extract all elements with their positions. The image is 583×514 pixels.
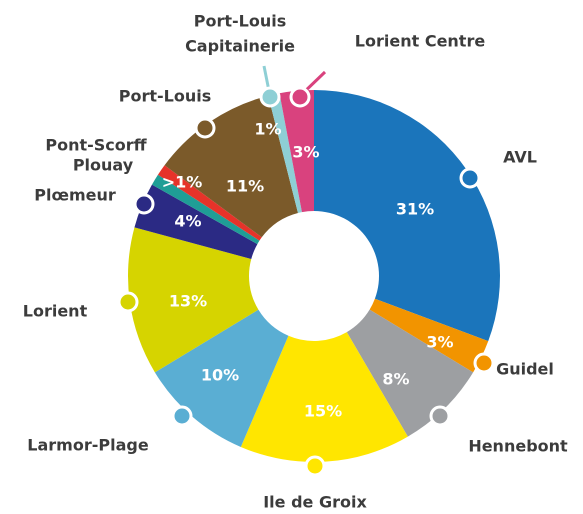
category-label: Ile de Groix <box>263 493 367 512</box>
donut-slice <box>279 90 314 213</box>
value-label: 1% <box>254 120 281 139</box>
value-label: 31% <box>396 200 434 219</box>
legend-dot <box>473 352 495 374</box>
donut-slice <box>157 165 262 241</box>
value-label: 13% <box>169 292 207 311</box>
value-label: 8% <box>382 370 409 389</box>
donut-slice <box>268 93 302 214</box>
category-label: Lorient Centre <box>355 32 486 51</box>
legend-dot <box>304 455 326 477</box>
donut-slice <box>151 174 260 245</box>
donut-slice <box>134 184 258 260</box>
value-label: >1% <box>162 173 203 192</box>
legend-dot <box>259 86 281 108</box>
category-label: Plœmeur <box>34 186 116 205</box>
value-label: 3% <box>292 143 319 162</box>
value-label: 4% <box>174 212 201 231</box>
category-label: Capitainerie <box>185 37 295 56</box>
category-label: Lorient <box>23 302 88 321</box>
donut-slice <box>369 298 489 373</box>
legend-dot <box>171 405 193 427</box>
donut-slice <box>346 309 474 437</box>
legend-dot <box>133 193 155 215</box>
donut-slice <box>314 90 500 342</box>
legend-dot <box>117 291 139 313</box>
value-label: 10% <box>201 366 239 385</box>
legend-dot <box>459 167 481 189</box>
legend-dot <box>289 86 311 108</box>
legend-dot <box>429 405 451 427</box>
legend-dot <box>194 117 216 139</box>
category-label: Pont-Scorff <box>45 136 147 155</box>
category-label: Larmor-Plage <box>27 436 149 455</box>
value-label: 11% <box>226 177 264 196</box>
donut-slice <box>128 227 259 373</box>
donut-slice <box>240 332 408 462</box>
category-label: Guidel <box>496 360 554 379</box>
category-label: Port-Louis <box>194 12 286 31</box>
category-label: Hennebont <box>468 437 568 456</box>
category-label: Port-Louis <box>119 87 211 106</box>
category-label: AVL <box>503 148 537 167</box>
value-label: 3% <box>426 333 453 352</box>
category-label: Plouay <box>73 156 134 175</box>
value-label: 15% <box>304 402 342 421</box>
